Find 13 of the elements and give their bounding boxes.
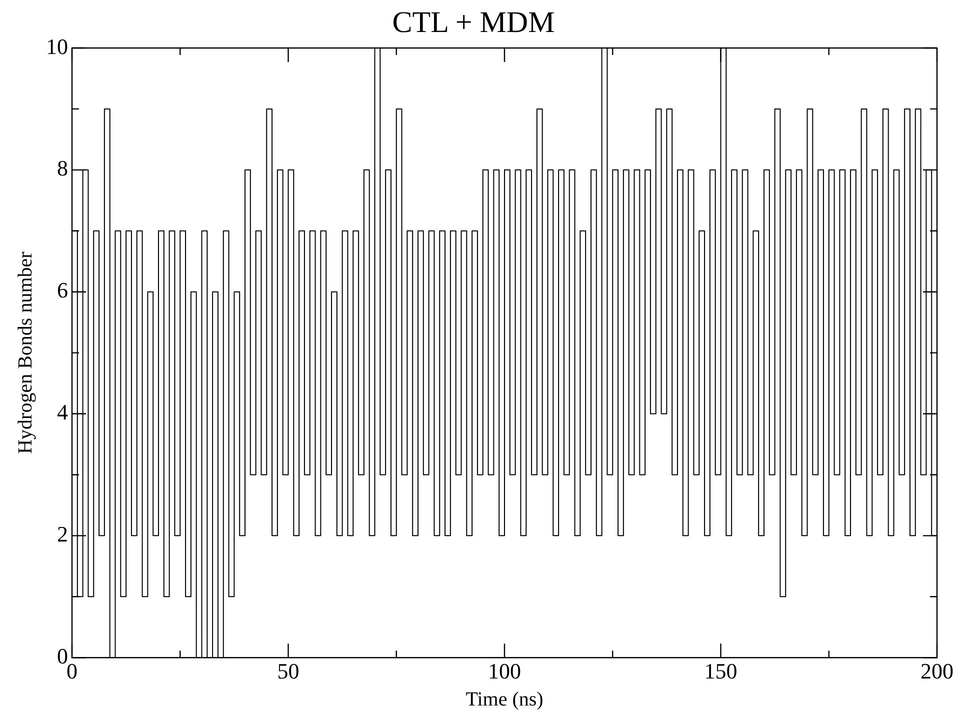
y-tick-label: 2 xyxy=(57,521,68,546)
x-tick-label: 150 xyxy=(704,658,738,684)
y-tick-label: 8 xyxy=(57,156,68,181)
x-tick-label: 50 xyxy=(277,658,300,684)
y-tick-label: 10 xyxy=(46,34,68,59)
y-tick-label: 4 xyxy=(57,400,68,425)
x-axis-title: Time (ns) xyxy=(466,688,544,710)
chart-title: CTL + MDM xyxy=(392,6,555,39)
x-tick-label: 100 xyxy=(488,658,521,684)
y-tick-label: 0 xyxy=(57,643,68,668)
x-tick-label: 200 xyxy=(920,658,954,684)
y-tick-label: 6 xyxy=(57,278,68,303)
y-axis-title: Hydrogen Bonds number xyxy=(14,251,36,454)
